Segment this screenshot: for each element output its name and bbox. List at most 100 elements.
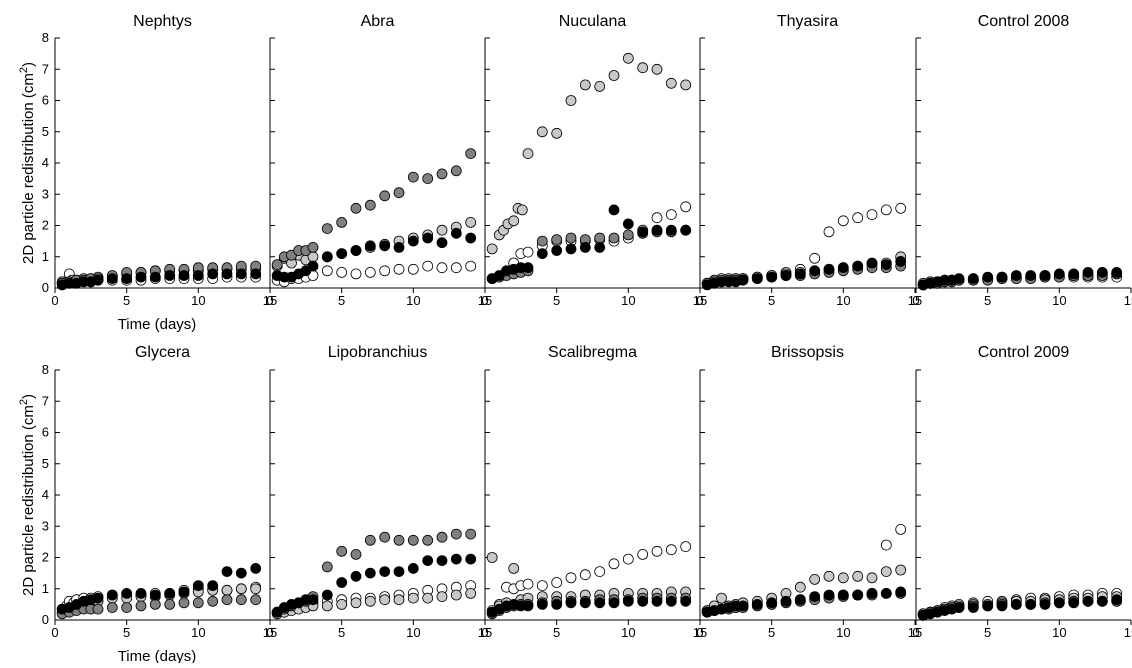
data-point <box>465 232 477 244</box>
data-point <box>1082 266 1094 278</box>
data-point <box>565 232 577 244</box>
data-point <box>637 226 649 238</box>
x-tick-label: 10 <box>621 625 635 640</box>
data-point <box>379 190 391 202</box>
x-tick-label: 0 <box>481 625 488 640</box>
x-tick-label: 5 <box>984 293 991 308</box>
x-tick-label: 5 <box>768 293 775 308</box>
data-point <box>192 597 204 609</box>
data-point <box>364 534 376 546</box>
data-point <box>178 586 190 598</box>
data-point <box>436 168 448 180</box>
chart-panel: Control 2008 0 5 10 15 <box>912 13 1132 308</box>
data-point <box>336 248 348 260</box>
data-point <box>336 577 348 588</box>
data-point <box>422 555 434 566</box>
data-point <box>637 62 649 74</box>
panel-title: Control 2009 <box>978 344 1070 361</box>
data-point <box>594 81 606 92</box>
data-point <box>1039 270 1051 281</box>
data-point <box>465 553 477 565</box>
data-point <box>594 597 606 609</box>
data-point <box>880 588 892 599</box>
data-point <box>221 584 233 596</box>
data-point <box>880 539 892 551</box>
data-point <box>350 597 362 609</box>
chart-panel: Scalibregma 0 5 10 15 <box>481 344 707 640</box>
data-point <box>536 248 548 260</box>
x-tick-label: 5 <box>123 625 130 640</box>
data-point <box>594 241 606 253</box>
data-point <box>1068 268 1080 280</box>
y-tick-label: 2 <box>42 550 49 565</box>
data-point <box>794 594 806 606</box>
data-point <box>508 563 520 574</box>
data-point <box>794 268 806 280</box>
chart-panel: Nephtys 0 1 2 3 4 5 6 7 8 0 5 10 15 <box>42 13 277 308</box>
x-tick-label: 5 <box>123 293 130 308</box>
data-point <box>207 268 219 280</box>
data-point <box>608 597 620 609</box>
data-point <box>92 274 104 286</box>
data-point <box>465 260 477 272</box>
x-tick-label: 15 <box>263 625 277 640</box>
data-point <box>221 268 233 280</box>
data-point <box>622 218 634 230</box>
data-point <box>565 243 577 255</box>
data-point <box>680 595 692 607</box>
chart-panel: Brissopsis 0 5 10 15 <box>696 344 922 640</box>
data-point <box>665 595 677 607</box>
data-point <box>407 263 419 275</box>
data-point <box>508 215 520 227</box>
x-tick-label: 10 <box>406 293 420 308</box>
data-point <box>551 577 563 588</box>
data-point <box>350 570 362 582</box>
data-point <box>1053 597 1065 609</box>
data-point <box>164 599 176 610</box>
data-point <box>271 259 283 271</box>
data-point <box>852 260 864 272</box>
data-point <box>823 263 835 275</box>
data-point <box>436 237 448 249</box>
data-point <box>336 545 348 557</box>
data-point <box>522 578 534 590</box>
data-point <box>737 600 749 612</box>
data-point <box>250 583 262 595</box>
data-point <box>422 592 434 604</box>
data-point <box>321 223 333 235</box>
y-tick-label: 6 <box>42 425 49 440</box>
data-point <box>393 594 405 606</box>
data-point <box>450 528 462 540</box>
y-tick-label: 6 <box>42 93 49 108</box>
x-tick-label: 10 <box>1052 293 1066 308</box>
data-point <box>1111 266 1123 278</box>
data-point <box>622 595 634 607</box>
y-tick-label: 0 <box>42 612 49 627</box>
data-point <box>221 566 233 577</box>
panel-title: Control 2008 <box>978 13 1070 30</box>
data-point <box>622 52 634 64</box>
data-point <box>651 595 663 607</box>
data-point <box>465 528 477 540</box>
data-point <box>536 599 548 610</box>
panel-title: Thyasira <box>777 13 838 30</box>
data-point <box>436 531 448 543</box>
data-point <box>823 226 835 238</box>
data-point <box>608 558 620 570</box>
y-tick-label: 8 <box>42 30 49 45</box>
data-point <box>465 216 477 228</box>
data-point <box>809 591 821 602</box>
x-tick-label: 15 <box>478 293 492 308</box>
data-point <box>780 270 792 281</box>
data-point <box>637 595 649 607</box>
data-point <box>895 202 907 214</box>
x-axis-label-bottom: Time (days) <box>118 648 197 663</box>
data-point <box>565 572 577 584</box>
data-point <box>637 549 649 560</box>
x-tick-label: 0 <box>266 293 273 308</box>
data-point <box>92 592 104 604</box>
data-point <box>486 243 498 255</box>
data-point <box>422 173 434 185</box>
data-point <box>809 574 821 585</box>
data-point <box>866 257 878 269</box>
